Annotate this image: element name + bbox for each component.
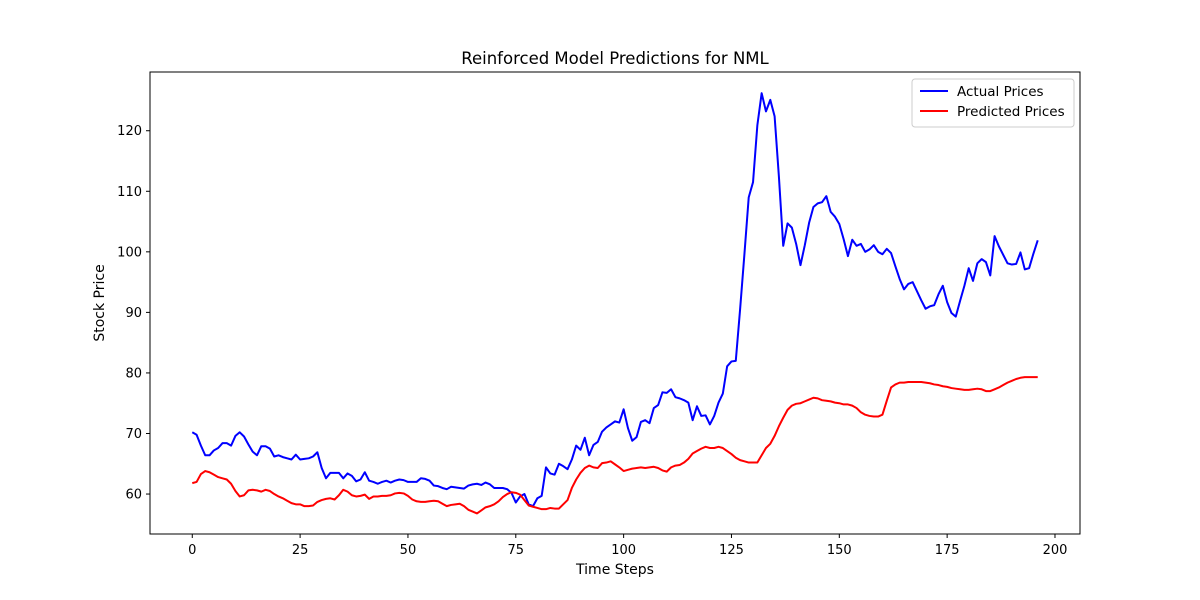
y-tick-label: 80 (125, 366, 142, 381)
x-tick-label: 75 (508, 543, 525, 558)
x-tick-label: 200 (1043, 543, 1068, 558)
series-layer (191, 92, 1039, 515)
series-line-actual-prices (191, 92, 1039, 508)
y-axis-label: Stock Price (92, 264, 108, 341)
x-tick-label: 175 (935, 543, 960, 558)
x-tick-label: 25 (292, 543, 309, 558)
legend-box (911, 78, 1075, 128)
legend-label-predicted-prices: Predicted Prices (957, 104, 1065, 120)
legend: Actual Prices Predicted Prices (911, 78, 1075, 128)
legend-label-actual-prices: Actual Prices (957, 84, 1044, 100)
y-tick-label: 110 (117, 185, 142, 200)
x-tick-label: 0 (188, 543, 196, 558)
plot-area (149, 71, 1081, 535)
x-axis: 0 25 50 75 100 125 150 175 200 (188, 534, 1067, 558)
y-tick-label: 70 (125, 427, 142, 442)
y-tick-label: 60 (125, 488, 142, 503)
x-tick-label: 125 (719, 543, 744, 558)
y-tick-label: 100 (117, 245, 142, 260)
x-tick-label: 50 (400, 543, 417, 558)
x-axis-label: Time Steps (575, 562, 654, 578)
x-tick-label: 100 (611, 543, 636, 558)
chart-title: Reinforced Model Predictions for NML (461, 49, 769, 68)
y-axis: 60 70 80 90 100 110 120 (117, 124, 150, 503)
axes-frame (149, 71, 1081, 535)
x-tick-label: 150 (827, 543, 852, 558)
series-line-predicted-prices (192, 376, 1038, 515)
y-tick-label: 120 (117, 124, 142, 139)
y-tick-label: 90 (125, 306, 142, 321)
